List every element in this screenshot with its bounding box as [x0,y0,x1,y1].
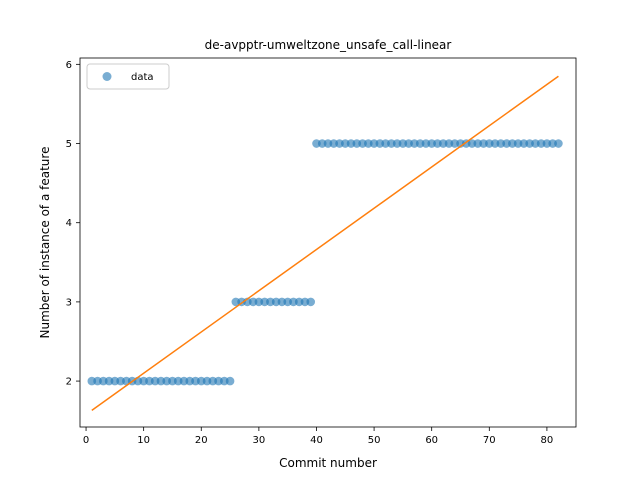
x-tick-label: 30 [253,435,266,446]
y-axis-label: Number of instance of a feature [38,147,52,339]
y-tick-label: 5 [66,139,72,150]
y-tick-label: 4 [66,218,72,229]
axes-frame [79,57,577,428]
data-point [225,376,235,386]
y-tick-label: 2 [66,377,72,388]
x-tick-label: 50 [368,435,381,446]
legend-label-data: data [131,72,154,83]
data-point [554,139,563,148]
x-tick-label: 20 [195,435,208,446]
y-tick-label: 6 [66,60,72,71]
x-tick-label: 40 [310,435,323,446]
fit-line [91,75,559,411]
x-tick-label: 80 [541,435,554,446]
x-axis: 0 10 20 30 40 50 60 70 80 [83,427,553,446]
x-tick-label: 10 [137,435,150,446]
legend-box [86,63,170,90]
y-axis: 2 3 4 5 6 [66,60,80,388]
data-point [306,297,316,307]
plot-area [87,75,563,411]
x-tick-label: 70 [483,435,496,446]
legend-marker-data [102,72,112,81]
x-tick-label: 0 [83,435,89,446]
x-tick-label: 60 [425,435,438,446]
chart-title: de-avpptr-umweltzone_unsafe_call-linear [205,38,452,52]
y-tick-label: 3 [66,297,72,308]
legend: data [86,63,170,90]
x-axis-label: Commit number [279,456,377,470]
